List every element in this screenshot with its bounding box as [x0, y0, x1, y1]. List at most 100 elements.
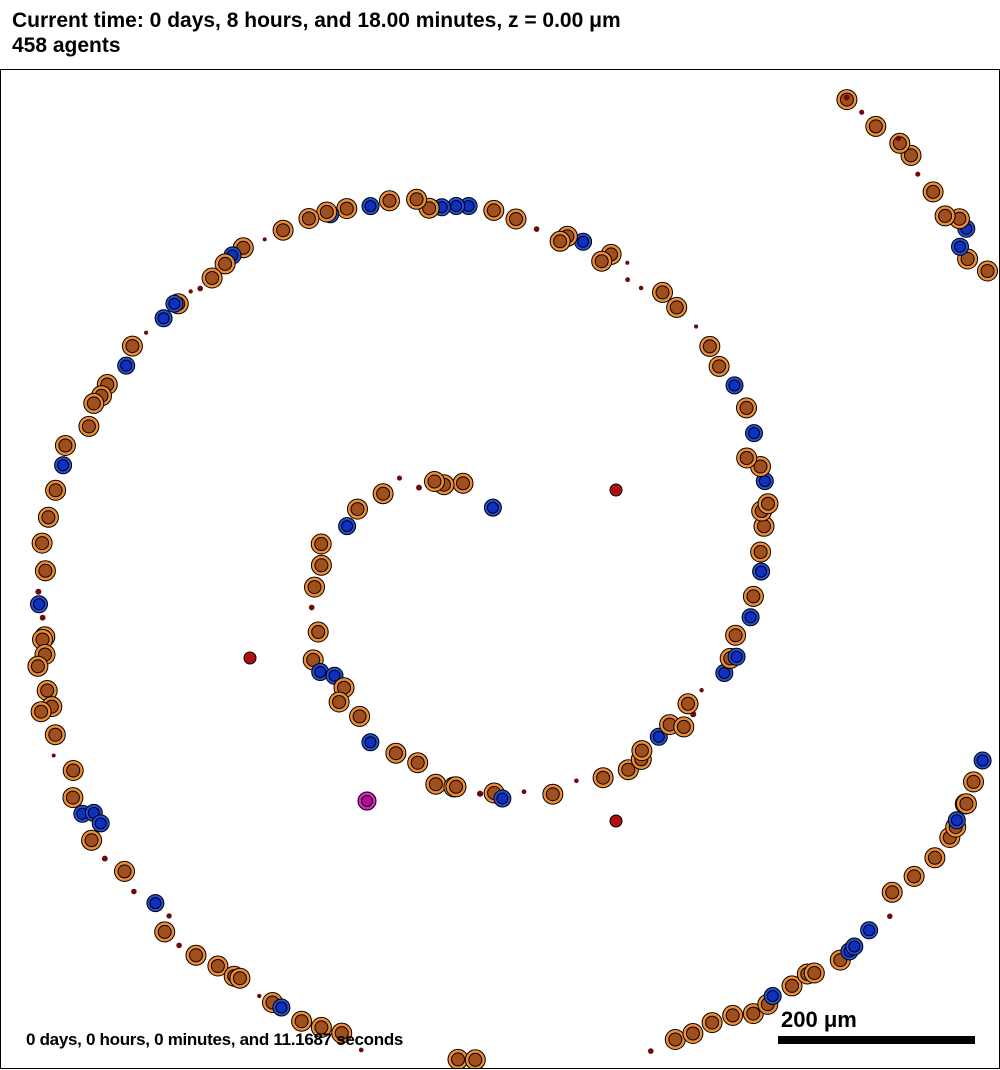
agent-particle	[101, 855, 108, 862]
agent-cell-orange-nucleus	[728, 628, 743, 643]
agent-cell-orange-nucleus	[48, 727, 63, 742]
agent-cell-blue-nucleus	[57, 459, 70, 472]
agent-cell-orange-nucleus	[449, 779, 463, 794]
agent-cell-orange-nucleus	[545, 787, 560, 802]
agent-cell-blue-nucleus	[848, 940, 861, 953]
agent-cell-red	[609, 483, 623, 497]
agent-cell-red	[609, 814, 623, 828]
agent-particle	[176, 942, 182, 949]
agent-particle	[625, 260, 630, 265]
agent-cell-orange-nucleus	[739, 400, 754, 415]
agent-cell-orange-nucleus	[314, 1020, 329, 1035]
agent-cell-orange-nucleus	[669, 300, 684, 315]
agent-cell-orange-nucleus	[157, 924, 172, 939]
agent-cell-orange-nucleus	[594, 254, 609, 269]
agent-cell-blue-nucleus	[486, 501, 499, 514]
agent-cell-orange-nucleus	[307, 580, 322, 595]
agent-cell-orange-nucleus	[125, 339, 140, 354]
agent-cell-orange-nucleus	[48, 483, 63, 498]
agent-cell-orange-nucleus	[35, 536, 50, 551]
current-time-label: Current time: 0 days, 8 hours, and 18.00…	[12, 9, 621, 32]
agent-cell-orange-nucleus	[753, 545, 768, 559]
agent-cell-orange-nucleus	[960, 252, 975, 266]
agent-cell-orange-nucleus	[676, 719, 691, 734]
agent-cell-orange-nucleus	[410, 755, 425, 770]
agent-particle	[166, 913, 172, 919]
agent-cell-orange-nucleus	[655, 285, 670, 300]
agent-cell-orange-nucleus	[232, 971, 247, 986]
agent-particle	[647, 1048, 654, 1054]
agent-cell-orange-nucleus	[927, 850, 942, 865]
agent-cell-orange-nucleus	[66, 763, 81, 778]
agent-cell-orange-nucleus	[757, 519, 771, 534]
agent-cell-orange-nucleus	[509, 212, 523, 226]
header: Current time: 0 days, 8 hours, and 18.00…	[12, 8, 621, 58]
agent-cell-orange-nucleus	[705, 1015, 720, 1030]
agent-particle	[859, 109, 865, 115]
agent-cell-blue-nucleus	[328, 669, 341, 682]
agent-cell-orange-nucleus	[456, 476, 470, 491]
agent-cell-blue-nucleus	[94, 817, 107, 830]
agent-cell-orange-nucleus	[486, 203, 501, 218]
agent-particle	[131, 888, 137, 895]
agent-cell-orange-nucleus	[907, 869, 922, 884]
agent-cell-blue-nucleus	[364, 736, 377, 749]
agent-particle	[521, 789, 527, 795]
agent-cell-orange-nucleus	[65, 790, 80, 805]
agent-cell-orange-nucleus	[218, 256, 233, 271]
agent-cell-orange-nucleus	[938, 208, 953, 223]
agent-cell-orange-nucleus	[468, 1052, 483, 1067]
agent-particle	[915, 171, 921, 177]
agent-cell-orange-nucleus	[311, 625, 326, 639]
agent-cell-orange-nucleus	[40, 683, 55, 698]
agent-cell-orange-nucleus	[332, 695, 347, 709]
agent-cell-orange-nucleus	[725, 1008, 740, 1023]
agent-cell-blue-nucleus	[341, 520, 354, 533]
agent-cell-orange-nucleus	[885, 885, 900, 900]
agent-cell-orange-nucleus	[980, 264, 995, 278]
agent-particle	[699, 688, 704, 693]
agent-particle	[416, 484, 422, 491]
agent-cell-orange-nucleus	[596, 770, 611, 785]
scale-bar-label: 200 μm	[781, 1007, 857, 1032]
agent-cell-blue-nucleus	[755, 565, 768, 578]
agent-cell-orange-nucleus	[427, 474, 442, 489]
agent-cell-blue-nucleus	[748, 427, 760, 440]
agent-particle	[308, 604, 315, 611]
agent-cell-orange-nucleus	[314, 537, 329, 551]
agent-cell-orange-nucleus	[712, 359, 727, 374]
agent-cell-orange-nucleus	[81, 419, 96, 434]
agent-particle	[693, 324, 699, 329]
agent-cell-orange-nucleus	[868, 119, 883, 134]
agent-particle	[887, 913, 893, 920]
agent-cell-blue-nucleus	[496, 792, 509, 805]
agent-cell-orange-nucleus	[668, 1032, 683, 1047]
agent-cell-orange-nucleus	[84, 833, 99, 848]
agent-cell-blue-nucleus	[758, 475, 771, 488]
agent-cell-orange-nucleus	[301, 211, 316, 226]
agent-plot	[27, 89, 998, 1068]
agent-cell-orange-nucleus	[314, 558, 329, 573]
agent-cell-blue-nucleus	[744, 611, 757, 624]
agent-count-label: 458 agents	[12, 34, 121, 57]
agent-cell-red	[243, 651, 257, 665]
agent-cell-orange-nucleus	[681, 696, 695, 711]
agent-cell-blue-nucleus	[120, 359, 133, 372]
agent-cell-orange-nucleus	[294, 1014, 309, 1029]
agent-cell-orange-nucleus	[34, 704, 49, 719]
agent-cell-blue-nucleus	[364, 200, 377, 213]
agent-cell-orange-nucleus	[35, 632, 50, 647]
agent-cell-blue-nucleus	[652, 730, 665, 743]
agent-cell-orange-nucleus	[634, 743, 649, 758]
agent-cell-blue-nucleus	[450, 200, 463, 212]
agent-cell-blue-nucleus	[275, 1001, 288, 1014]
agent-particle	[638, 285, 644, 291]
agent-cell-orange-nucleus	[334, 1026, 349, 1041]
agent-cell-blue-nucleus	[33, 598, 45, 611]
agent-cell-orange-nucleus	[388, 746, 403, 761]
agent-particle	[843, 94, 850, 101]
agent-cell-orange-nucleus	[350, 502, 365, 517]
agent-cell-orange-nucleus	[41, 510, 56, 525]
agent-cell-orange-nucleus	[276, 223, 291, 238]
agent-cell-orange-nucleus	[807, 966, 822, 980]
